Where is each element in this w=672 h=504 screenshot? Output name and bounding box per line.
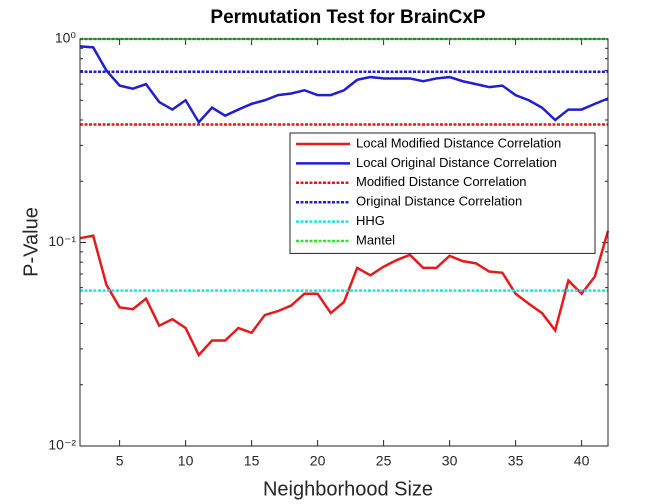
- x-tick-label: 30: [442, 453, 458, 469]
- y-tick-label: 10⁻¹: [48, 233, 76, 249]
- legend-label: HHG: [356, 213, 385, 228]
- y-tick-label: 10⁻²: [48, 437, 76, 453]
- x-tick-label: 25: [376, 453, 392, 469]
- chart-title: Permutation Test for BrainCxP: [210, 7, 486, 28]
- data-line: [79, 45, 609, 125]
- x-axis-label: Neighborhood Size: [263, 478, 433, 500]
- x-tick-label: 15: [244, 453, 260, 469]
- legend-box: [289, 132, 596, 254]
- legend-label: Local Original Distance Correlation: [356, 155, 557, 170]
- data-line: [79, 230, 610, 358]
- y-tick-label: 10⁰: [55, 30, 77, 46]
- x-tick-label: 5: [116, 453, 124, 469]
- x-tick-label: 35: [508, 453, 524, 469]
- x-tick-label: 20: [310, 453, 326, 469]
- x-tick-label: 40: [574, 453, 590, 469]
- legend-label: Local Modified Distance Correlation: [356, 135, 561, 150]
- legend-label: Original Distance Correlation: [356, 194, 522, 209]
- plot-frame: [79, 38, 609, 447]
- y-axis-label: P-Value: [20, 207, 42, 277]
- legend-label: Modified Distance Correlation: [356, 174, 527, 189]
- x-tick-label: 10: [178, 453, 194, 469]
- legend-label: Mantel: [356, 232, 395, 247]
